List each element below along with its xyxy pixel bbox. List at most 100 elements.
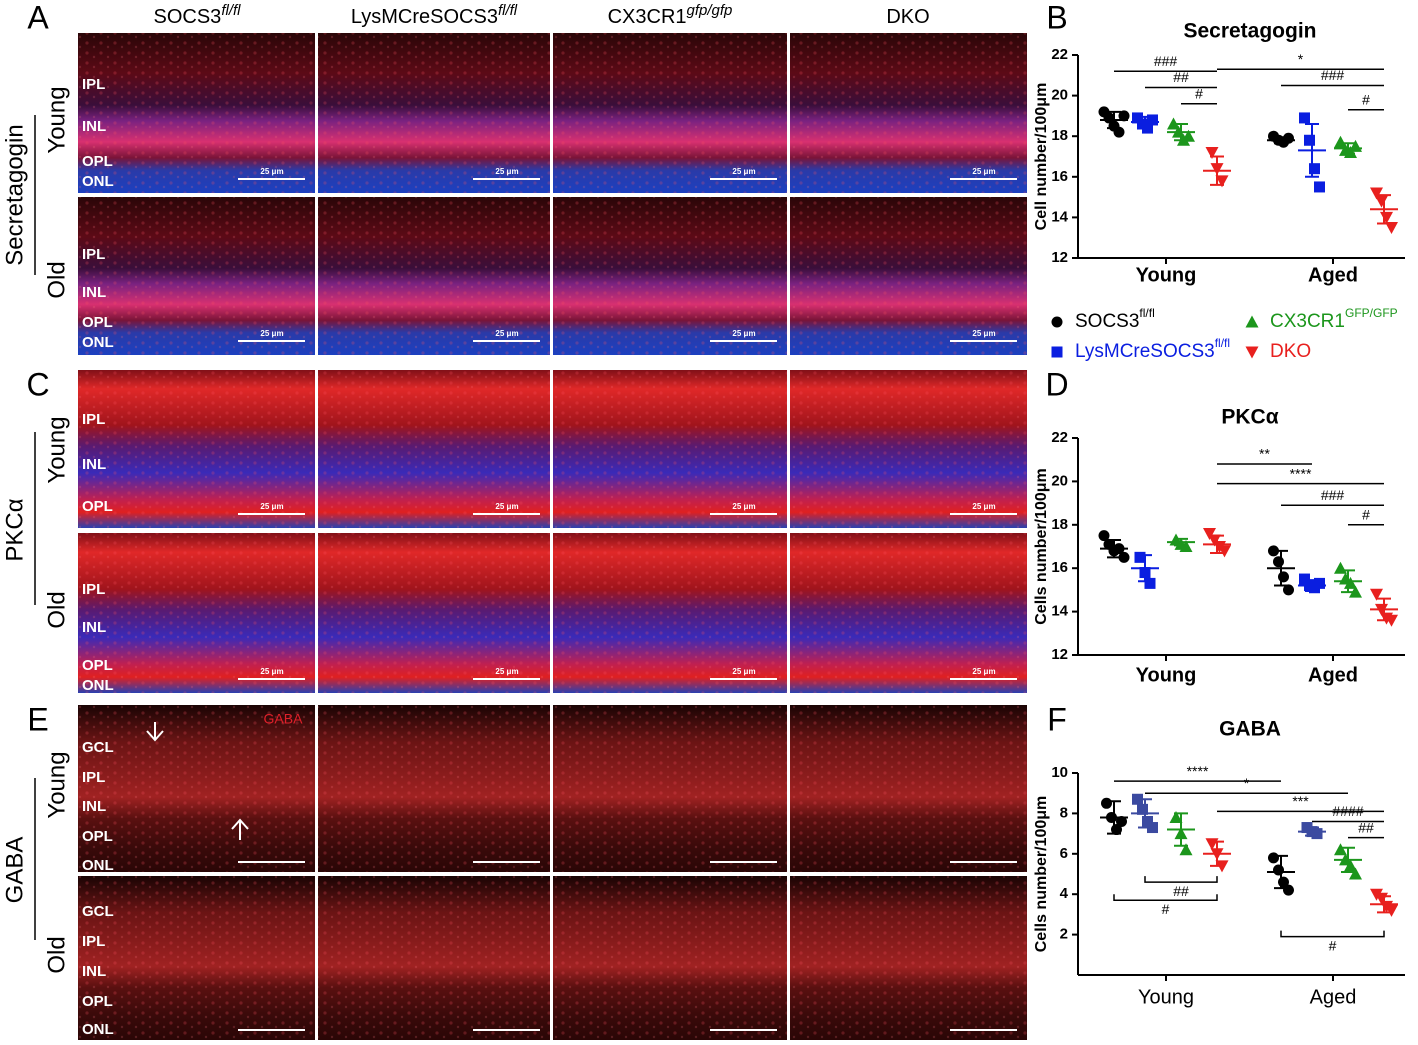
y-axis-label: Cell number/100μm bbox=[1033, 83, 1050, 231]
layer-label: ONL bbox=[82, 677, 114, 694]
data-point bbox=[1147, 114, 1158, 126]
error-bar bbox=[1138, 798, 1152, 829]
legend-marker bbox=[1245, 346, 1259, 359]
data-point bbox=[1385, 222, 1398, 235]
panel-letter: A bbox=[27, 0, 49, 35]
panel-letter: D bbox=[1045, 366, 1068, 402]
panel-letter: E bbox=[27, 701, 48, 737]
significance-label: **** bbox=[1187, 763, 1209, 779]
micrograph-texture bbox=[78, 705, 315, 872]
scale-bar-label: 25 μm bbox=[732, 167, 755, 176]
data-point bbox=[1179, 843, 1193, 856]
data-point bbox=[1147, 822, 1158, 834]
data-point bbox=[1349, 585, 1362, 598]
age-label: Young bbox=[43, 86, 70, 153]
scale-bar-label: 25 μm bbox=[972, 329, 995, 338]
error-bar bbox=[1274, 854, 1288, 890]
micrograph-texture bbox=[790, 876, 1027, 1040]
significance-label: # bbox=[1362, 92, 1370, 108]
arrow bbox=[146, 722, 164, 742]
error-bar bbox=[1341, 569, 1355, 594]
layer-label: IPL bbox=[82, 769, 105, 786]
significance-label: ### bbox=[1154, 53, 1178, 69]
data-point bbox=[1314, 181, 1325, 193]
scale-bar-label: 25 μm bbox=[495, 667, 518, 676]
data-point bbox=[1098, 530, 1110, 542]
data-point bbox=[1375, 195, 1388, 208]
y-tick-label: 14 bbox=[1051, 208, 1068, 225]
significance-bracket bbox=[1113, 894, 1218, 902]
text-part: SOCS3 bbox=[154, 6, 222, 28]
significance-label: ** bbox=[1259, 446, 1270, 462]
error-bar bbox=[1377, 895, 1391, 914]
age-label: Old bbox=[43, 591, 70, 628]
y-tick-label: 4 bbox=[1060, 885, 1069, 902]
significance-label: * bbox=[1244, 775, 1250, 791]
text-part: fl/fl bbox=[221, 2, 241, 19]
y-tick-label: 18 bbox=[1051, 516, 1068, 533]
layer-label: OPL bbox=[82, 657, 113, 674]
data-point bbox=[1113, 126, 1125, 138]
scale-bar-label: 25 μm bbox=[260, 167, 283, 176]
layer-label: INL bbox=[82, 619, 106, 636]
micrograph-texture bbox=[790, 533, 1027, 693]
data-point bbox=[1167, 117, 1180, 130]
column-header: CX3CR1gfp/gfp bbox=[608, 2, 733, 28]
y-tick-label: 22 bbox=[1051, 46, 1068, 63]
y-tick-label: 18 bbox=[1051, 127, 1068, 144]
significance-label: # bbox=[1329, 937, 1337, 953]
significance-label: * bbox=[1298, 51, 1304, 67]
data-point bbox=[1385, 614, 1398, 627]
error-bar bbox=[1274, 136, 1288, 145]
age-label: Young bbox=[43, 751, 70, 818]
micrograph-texture bbox=[78, 533, 315, 693]
legend-label: CX3CR1GFP/GFP bbox=[1270, 306, 1398, 332]
layer-label: OPL bbox=[82, 993, 113, 1010]
data-point bbox=[1268, 852, 1279, 864]
stain-label: GABA bbox=[264, 711, 304, 727]
layer-label: IPL bbox=[82, 411, 105, 428]
layer-label: INL bbox=[82, 284, 106, 301]
data-point bbox=[1169, 810, 1183, 823]
y-tick-label: 2 bbox=[1060, 926, 1068, 943]
data-point bbox=[1118, 110, 1130, 122]
x-tick-label: Young bbox=[1136, 664, 1197, 686]
layer-label: IPL bbox=[82, 933, 105, 950]
data-point bbox=[1370, 187, 1383, 200]
scale-bar-label: 25 μm bbox=[260, 329, 283, 338]
scale-bar-label: 25 μm bbox=[495, 167, 518, 176]
micrograph-texture bbox=[553, 705, 787, 872]
x-tick-label: Young bbox=[1136, 264, 1197, 286]
data-point bbox=[1283, 584, 1294, 596]
error-bar bbox=[1174, 537, 1188, 547]
layer-label: IPL bbox=[82, 76, 105, 93]
significance-label: ## bbox=[1358, 819, 1374, 835]
micrograph-texture bbox=[318, 33, 550, 193]
y-tick-label: 12 bbox=[1051, 249, 1068, 266]
error-bar bbox=[1107, 110, 1121, 130]
scale-bar-label: 25 μm bbox=[732, 329, 755, 338]
data-point bbox=[1299, 573, 1310, 585]
age-label: Old bbox=[43, 261, 70, 298]
error-bar bbox=[1210, 155, 1224, 186]
data-point bbox=[1137, 803, 1148, 815]
layer-label: IPL bbox=[82, 246, 105, 263]
significance-label: ### bbox=[1321, 67, 1345, 83]
legend-marker bbox=[1051, 316, 1063, 328]
text-part: LysMCreSOCS3 bbox=[351, 6, 498, 28]
chart-title: PKCα bbox=[1221, 406, 1278, 429]
age-label: Old bbox=[43, 936, 70, 973]
scale-bar-label: 25 μm bbox=[495, 329, 518, 338]
layer-label: INL bbox=[82, 798, 106, 815]
x-tick-label: Young bbox=[1138, 986, 1194, 1008]
error-bar bbox=[1305, 123, 1319, 178]
micrograph-texture bbox=[790, 33, 1027, 193]
age-label: Young bbox=[43, 416, 70, 483]
error-bar bbox=[1305, 579, 1319, 592]
column-header: LysMCreSOCS3fl/fl bbox=[351, 2, 518, 28]
data-point bbox=[1205, 146, 1219, 159]
micrograph-texture bbox=[553, 876, 787, 1040]
error-bar bbox=[1210, 840, 1224, 867]
text-part: DKO bbox=[1270, 341, 1311, 362]
panel-letter: C bbox=[26, 366, 49, 402]
